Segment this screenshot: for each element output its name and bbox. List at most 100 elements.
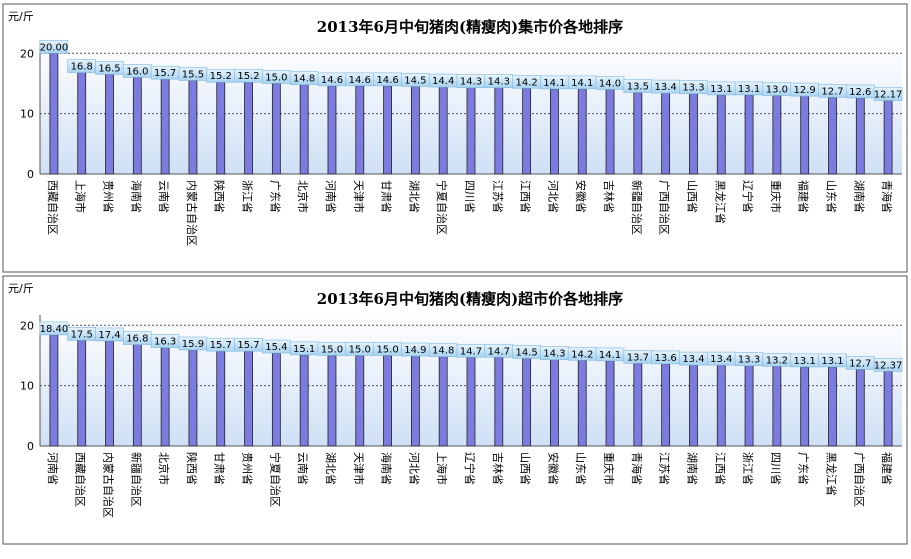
x-tick-label: 上海市 bbox=[435, 452, 449, 485]
value-label: 13.1 bbox=[710, 84, 732, 95]
value-label: 14.3 bbox=[543, 349, 565, 360]
x-tick-label: 青海省 bbox=[880, 180, 894, 213]
bar bbox=[744, 94, 754, 175]
x-tick-label: 广东省 bbox=[797, 452, 810, 485]
value-label: 14.6 bbox=[349, 75, 371, 86]
bar bbox=[244, 350, 253, 447]
x-tick-label: 江西省 bbox=[713, 452, 726, 485]
x-tick-label: 山东省 bbox=[574, 452, 587, 485]
x-tick-label: 四川省 bbox=[769, 452, 782, 485]
bar bbox=[160, 78, 170, 175]
bar bbox=[828, 366, 837, 447]
x-tick-label: 重庆市 bbox=[769, 180, 783, 213]
bar bbox=[494, 87, 504, 175]
bar bbox=[800, 95, 810, 175]
x-tick-label: 福建省 bbox=[797, 180, 811, 213]
bar bbox=[355, 355, 365, 447]
x-tick-label: 浙江省 bbox=[241, 180, 254, 213]
value-label: 13.4 bbox=[682, 354, 704, 365]
value-label: 20.00 bbox=[40, 42, 69, 53]
value-label: 13.6 bbox=[655, 353, 677, 364]
x-tick-label: 云南省 bbox=[296, 452, 309, 485]
x-tick-label: 贵州省 bbox=[102, 180, 115, 213]
x-tick-label: 河北省 bbox=[546, 180, 559, 213]
y-axis-label: 元/斤 bbox=[8, 282, 34, 295]
bar bbox=[716, 364, 726, 447]
value-label: 14.8 bbox=[293, 74, 315, 85]
panel-border bbox=[2, 275, 908, 545]
x-tick-label: 陕西省 bbox=[213, 180, 227, 213]
value-label: 14.1 bbox=[571, 78, 593, 89]
bar bbox=[327, 85, 337, 175]
value-label-box bbox=[39, 39, 69, 54]
x-tick-label: 天津市 bbox=[352, 180, 366, 213]
x-tick-label: 青海省 bbox=[630, 452, 644, 485]
x-tick-label: 新疆自治区 bbox=[129, 452, 143, 507]
bar bbox=[216, 81, 226, 175]
value-label: 17.4 bbox=[98, 330, 120, 341]
x-tick-label: 湖南省 bbox=[685, 452, 698, 485]
bar bbox=[188, 80, 198, 175]
value-label: 14.3 bbox=[488, 77, 510, 88]
x-tick-label: 上海市 bbox=[74, 180, 88, 213]
x-tick-label: 重庆市 bbox=[602, 452, 616, 485]
value-label: 15.7 bbox=[154, 68, 176, 79]
value-label-box bbox=[873, 358, 903, 372]
value-label: 13.3 bbox=[738, 355, 760, 366]
bar bbox=[550, 88, 559, 175]
x-tick-label: 宁夏自治区 bbox=[268, 452, 282, 507]
bar bbox=[689, 364, 698, 447]
x-tick-label: 陕西省 bbox=[185, 452, 199, 485]
value-label: 13.1 bbox=[738, 84, 760, 95]
bar bbox=[49, 52, 59, 175]
chart-title: 2013年6月中旬猪肉(精瘦肉)超市价各地排序 bbox=[317, 290, 623, 308]
value-label: 14.5 bbox=[404, 75, 426, 86]
y-tick-label: 20 bbox=[20, 319, 34, 332]
x-tick-label: 广东省 bbox=[268, 180, 281, 213]
x-tick-label: 云南省 bbox=[157, 180, 170, 213]
bar bbox=[49, 334, 59, 447]
value-label: 14.6 bbox=[321, 75, 343, 86]
x-tick-label: 甘肃省 bbox=[380, 180, 393, 213]
value-label: 13.2 bbox=[766, 355, 788, 366]
value-label: 13.0 bbox=[766, 85, 788, 96]
bar bbox=[438, 356, 448, 447]
x-tick-label: 北京市 bbox=[157, 452, 171, 485]
x-tick-label: 山西省 bbox=[519, 452, 532, 485]
x-tick-label: 北京市 bbox=[296, 180, 310, 213]
value-label: 15.7 bbox=[210, 340, 232, 351]
value-label-box bbox=[873, 87, 903, 101]
value-label: 14.5 bbox=[515, 347, 537, 358]
value-label: 14.9 bbox=[404, 345, 426, 356]
y-tick-label: 20 bbox=[20, 47, 34, 60]
x-tick-label: 江苏省 bbox=[658, 452, 671, 485]
bar bbox=[577, 359, 587, 447]
bar bbox=[633, 92, 643, 175]
value-label: 15.2 bbox=[237, 71, 259, 82]
bar bbox=[577, 88, 587, 175]
bar bbox=[828, 96, 837, 175]
x-tick-label: 福建省 bbox=[880, 452, 894, 485]
x-tick-label: 四川省 bbox=[463, 180, 476, 213]
bar bbox=[438, 86, 448, 175]
value-label: 18.40 bbox=[40, 324, 69, 335]
x-tick-label: 辽宁省 bbox=[463, 452, 477, 485]
bar bbox=[105, 340, 114, 447]
bar bbox=[327, 355, 337, 447]
y-tick-label: 10 bbox=[20, 380, 34, 393]
bar bbox=[661, 92, 671, 175]
y-tick-label: 0 bbox=[27, 440, 34, 453]
x-tick-label: 西藏自治区 bbox=[46, 180, 60, 235]
x-tick-label: 河南省 bbox=[324, 180, 337, 213]
bar bbox=[522, 358, 532, 447]
bar bbox=[216, 350, 226, 447]
x-tick-label: 内蒙古自治区 bbox=[102, 452, 116, 518]
x-tick-label: 吉林省 bbox=[491, 452, 505, 485]
bar bbox=[132, 77, 142, 175]
bar bbox=[605, 89, 615, 175]
x-tick-label: 吉林省 bbox=[602, 180, 616, 213]
value-label: 15.2 bbox=[210, 71, 232, 82]
value-label: 13.4 bbox=[710, 354, 732, 365]
bar bbox=[522, 87, 532, 175]
